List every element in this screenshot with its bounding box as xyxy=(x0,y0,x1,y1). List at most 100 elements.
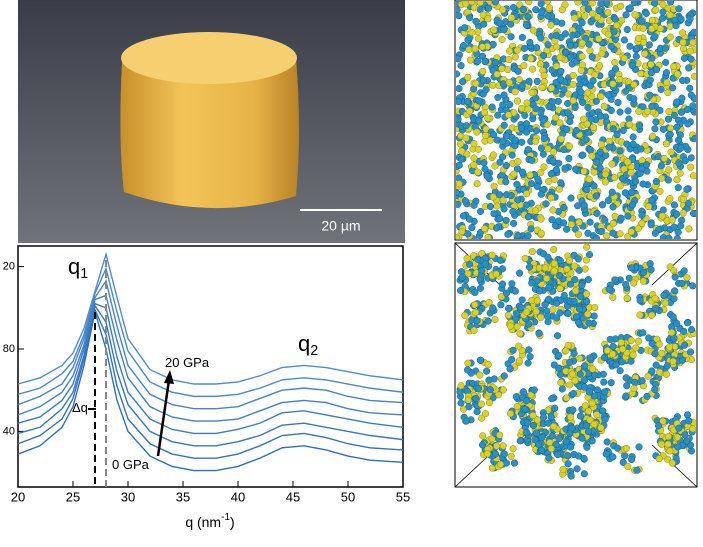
particle xyxy=(642,9,650,17)
particle xyxy=(489,151,498,159)
particle xyxy=(666,1,675,6)
particle xyxy=(582,256,590,264)
particle xyxy=(584,276,592,284)
particle xyxy=(538,8,546,16)
particle xyxy=(622,11,630,19)
particle xyxy=(634,225,642,233)
particle xyxy=(524,359,532,367)
particle xyxy=(629,201,637,209)
particle xyxy=(518,296,526,304)
particle xyxy=(690,95,696,103)
particle xyxy=(611,174,619,182)
particle xyxy=(580,470,588,478)
particle xyxy=(592,234,601,239)
particle xyxy=(521,254,529,262)
particle xyxy=(576,354,584,362)
particle xyxy=(566,358,574,366)
particle xyxy=(474,145,482,153)
particle xyxy=(569,97,577,105)
particle xyxy=(465,215,473,223)
particle xyxy=(516,437,524,445)
particle xyxy=(478,441,487,449)
particle xyxy=(674,443,682,451)
particle xyxy=(538,446,546,454)
particle xyxy=(498,280,507,288)
particle xyxy=(577,66,585,74)
particle xyxy=(576,412,584,420)
particle xyxy=(462,417,470,425)
particle xyxy=(456,115,462,123)
particle xyxy=(657,85,665,94)
x-axis-label-part: -1 xyxy=(221,512,230,523)
particle xyxy=(481,260,489,268)
particle xyxy=(471,45,479,53)
particle xyxy=(499,80,507,88)
particle xyxy=(609,220,617,228)
particle xyxy=(514,67,522,75)
particle xyxy=(668,328,676,337)
particle xyxy=(665,108,673,116)
data-line xyxy=(17,302,404,435)
particle xyxy=(540,413,548,421)
particle xyxy=(472,17,480,25)
particle xyxy=(670,295,678,303)
particle xyxy=(689,425,696,433)
particle xyxy=(596,148,604,156)
particle xyxy=(665,166,673,174)
particle xyxy=(578,434,586,442)
particle xyxy=(491,450,499,458)
particle xyxy=(511,53,519,61)
particle xyxy=(474,28,482,36)
particle xyxy=(563,125,571,133)
particle xyxy=(555,364,563,372)
particle xyxy=(636,311,644,319)
particle xyxy=(600,102,608,110)
particle xyxy=(524,105,532,113)
simulation-bottom xyxy=(454,242,698,488)
particle xyxy=(658,349,666,358)
particle xyxy=(511,136,519,144)
particle xyxy=(639,180,647,188)
particle xyxy=(523,308,531,316)
particle xyxy=(525,77,533,85)
particle xyxy=(561,164,569,172)
particle xyxy=(648,339,656,347)
particle xyxy=(576,305,584,313)
particle xyxy=(486,136,494,144)
particle xyxy=(508,280,516,288)
particle xyxy=(670,111,678,119)
x-tick-label: 50 xyxy=(341,489,355,504)
particle xyxy=(482,86,490,94)
particle xyxy=(537,34,545,42)
particle xyxy=(590,168,598,176)
particle xyxy=(681,431,689,439)
particle xyxy=(580,167,588,175)
particle xyxy=(581,265,589,273)
particle xyxy=(478,43,486,51)
particle xyxy=(667,124,675,132)
particle xyxy=(691,134,696,142)
particle xyxy=(670,63,678,71)
particle xyxy=(583,244,591,251)
particle xyxy=(478,249,486,258)
particle xyxy=(577,88,585,96)
particle xyxy=(540,116,548,124)
particle xyxy=(586,146,594,154)
particle xyxy=(566,381,574,389)
particle xyxy=(648,102,656,110)
particle xyxy=(489,193,497,201)
particle xyxy=(598,50,606,58)
particle xyxy=(574,1,582,6)
particle xyxy=(484,234,492,239)
data-line xyxy=(17,303,404,447)
particle xyxy=(498,65,506,73)
particle xyxy=(613,131,621,139)
particle xyxy=(561,30,570,38)
particle xyxy=(525,320,533,328)
particle xyxy=(566,118,574,126)
annotation-subscript: 1 xyxy=(80,266,88,282)
particle xyxy=(540,71,548,79)
particle xyxy=(681,341,689,349)
particle xyxy=(679,38,687,46)
particle xyxy=(515,269,524,277)
